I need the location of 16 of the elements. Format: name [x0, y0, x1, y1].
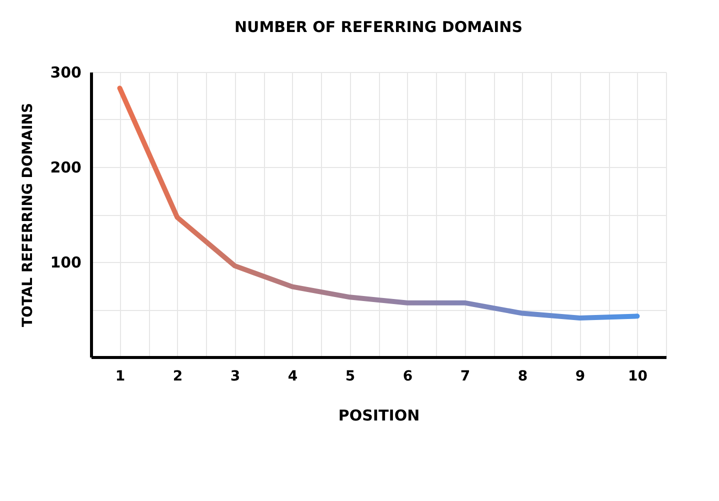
y-axis-title: TOTAL REFERRING DOMAINS: [20, 102, 36, 328]
chart-title: NUMBER OF REFERRING DOMAINS: [234, 18, 523, 36]
x-tick-label: 6: [402, 368, 413, 384]
x-tick-label: 4: [288, 368, 298, 384]
y-tick-label: 200: [50, 158, 82, 176]
x-tick-label: 1: [115, 368, 126, 384]
y-tick-label: 100: [50, 254, 82, 272]
x-tick-label: 5: [345, 368, 356, 384]
x-axis-title: POSITION: [338, 406, 420, 424]
x-tick-label: 2: [172, 368, 183, 384]
x-tick-label: 9: [575, 368, 586, 384]
y-tick-label: 300: [50, 64, 82, 82]
x-tick-label: 8: [518, 368, 528, 384]
x-tick-label: 3: [230, 368, 240, 384]
x-tick-label: 7: [460, 368, 470, 384]
x-tick-label: 10: [628, 368, 648, 384]
